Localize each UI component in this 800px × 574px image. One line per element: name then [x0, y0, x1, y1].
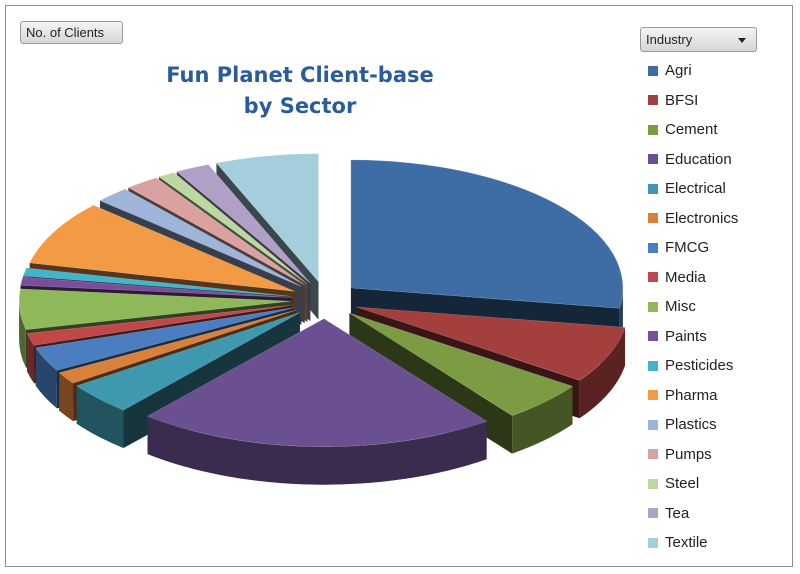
legend-item-electronics: Electronics — [648, 204, 738, 234]
legend-label: Media — [665, 268, 706, 286]
value-field-label: No. of Clients — [26, 25, 105, 40]
pie-slice-top-electronics — [58, 309, 297, 384]
legend-label: Education — [665, 150, 732, 168]
industry-filter-dropdown[interactable]: Industry — [640, 27, 757, 52]
legend-label: FMCG — [665, 239, 710, 257]
pie-slice-top-steel — [158, 172, 308, 285]
legend-item-electrical: Electrical — [648, 174, 738, 204]
legend-item-education: Education — [648, 145, 738, 175]
value-field-button[interactable]: No. of Clients — [20, 21, 123, 44]
legend-label: Electronics — [665, 209, 739, 227]
legend-swatch — [648, 537, 658, 548]
pie-slice-top-education — [146, 318, 488, 447]
legend-swatch — [648, 331, 658, 342]
pie-slice-top-fmcg — [35, 307, 294, 371]
legend-swatch — [648, 301, 658, 312]
legend-item-pesticides: Pesticides — [648, 351, 738, 381]
pie-slice-top-paints — [20, 276, 292, 298]
legend-item-steel: Steel — [648, 469, 738, 499]
legend-swatch — [648, 449, 658, 460]
legend-swatch — [648, 95, 658, 106]
legend-item-pumps: Pumps — [648, 440, 738, 470]
industry-filter-label: Industry — [646, 32, 693, 47]
legend-item-bfsi: BFSI — [648, 86, 738, 116]
legend-label: Pesticides — [665, 357, 734, 375]
legend-swatch — [648, 508, 658, 519]
pie-slice-top-tea — [176, 164, 311, 284]
pie-slice-top-media — [26, 304, 293, 346]
chart-title-line-1: Fun Planet Client-base — [166, 63, 434, 87]
pie-slice-top-agri — [350, 159, 624, 309]
legend-swatch — [648, 65, 658, 76]
legend-item-misc: Misc — [648, 292, 738, 322]
legend-swatch — [648, 272, 658, 283]
legend-label: Agri — [665, 62, 692, 80]
legend-label: Electrical — [665, 180, 726, 198]
legend-label: Textile — [665, 534, 708, 552]
legend-swatch — [648, 390, 658, 401]
chart-title-line-2: by Sector — [243, 94, 357, 118]
legend-item-agri: Agri — [648, 56, 738, 86]
legend-swatch — [648, 154, 658, 165]
pie-slice-top-plastics — [99, 188, 302, 287]
legend-label: Pharma — [665, 386, 718, 404]
legend-item-fmcg: FMCG — [648, 233, 738, 263]
legend-swatch — [648, 419, 658, 430]
legend-label: BFSI — [665, 91, 699, 109]
legend-label: Steel — [665, 475, 700, 493]
legend-swatch — [648, 124, 658, 135]
chart-title: Fun Planet Client-base by Sector — [150, 60, 450, 122]
dropdown-arrow-icon — [738, 38, 746, 43]
legend-label: Pumps — [665, 445, 712, 463]
legend-swatch — [648, 360, 658, 371]
pie-slice-top-textile — [215, 153, 319, 283]
legend-label: Misc — [665, 298, 696, 316]
pie-slice-top-pesticides — [22, 267, 292, 297]
pie-slice-top-pharma — [29, 204, 295, 292]
pie-slice-top-misc — [18, 288, 292, 331]
pie-slice-top-cement — [349, 312, 574, 416]
legend-item-media: Media — [648, 263, 738, 293]
chart-legend: Agri BFSI Cement Education Electrical Electro… — [648, 56, 738, 558]
pie-slice-top-bfsi — [356, 306, 626, 381]
legend-label: Cement — [665, 121, 718, 139]
legend-item-tea: Tea — [648, 499, 738, 529]
legend-item-pharma: Pharma — [648, 381, 738, 411]
legend-swatch — [648, 183, 658, 194]
legend-item-cement: Cement — [648, 115, 738, 145]
legend-swatch — [648, 242, 658, 253]
legend-label: Tea — [665, 504, 690, 522]
legend-label: Paints — [665, 327, 707, 345]
legend-item-plastics: Plastics — [648, 410, 738, 440]
pie-slice-top-pumps — [127, 177, 305, 286]
legend-swatch — [648, 478, 658, 489]
legend-item-textile: Textile — [648, 528, 738, 558]
pie-slice-top-electrical — [76, 312, 300, 411]
legend-label: Plastics — [665, 416, 717, 434]
legend-swatch — [648, 213, 658, 224]
legend-item-paints: Paints — [648, 322, 738, 352]
